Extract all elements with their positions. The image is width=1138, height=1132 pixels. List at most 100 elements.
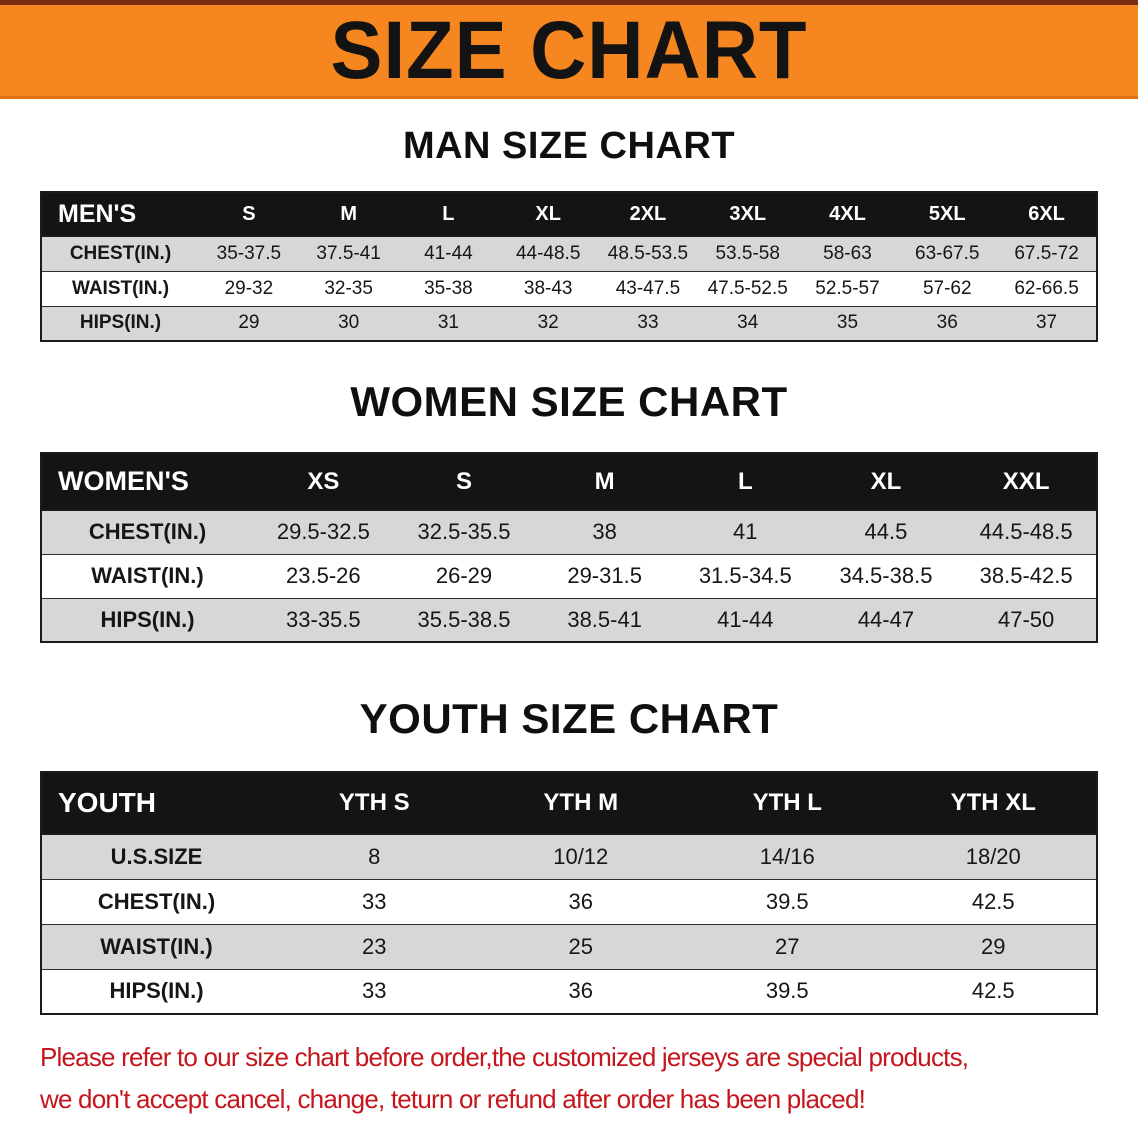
order-notice: Please refer to our size chart before or… [40, 1041, 1098, 1117]
size-value: 48.5-53.5 [607, 242, 689, 264]
size-column-header: 4XL [797, 192, 898, 236]
size-value: 23.5-26 [286, 563, 361, 588]
size-value: 47.5-52.5 [707, 277, 788, 299]
women-size-table-container: WOMEN'S XS S M L XL XXL CHEST(IN.) 29.5-32.5 32.5… [40, 452, 1098, 643]
row-label: U.S.SIZE [110, 843, 203, 869]
table-row: HIPS(IN.) 33 36 39.5 42.5 [41, 969, 1097, 1014]
size-value: 14/16 [759, 843, 815, 869]
header-row: WOMEN'S XS S M L XL XXL [41, 453, 1097, 510]
size-value: 44-47 [857, 606, 915, 632]
size-column-header: 3XL [697, 192, 798, 236]
row-label: HIPS(IN.) [79, 312, 162, 334]
size-column-header: 6XL [997, 192, 1097, 236]
size-value: 44.5-48.5 [979, 519, 1073, 545]
women-size-section: WOMEN SIZE CHART WOMEN'S XS S M L XL XXL CHEST(… [0, 378, 1138, 643]
size-column-header: YTH M [477, 772, 684, 834]
size-column-header: XL [815, 453, 957, 510]
row-label: HIPS(IN.) [109, 978, 204, 1004]
size-value: 38.5-42.5 [979, 563, 1073, 588]
youth-size-section: YOUTH SIZE CHART YOUTH YTH S YTH M YTH L YTH… [0, 695, 1138, 1015]
table-row: HIPS(IN.) 29 30 31 32 33 34 35 36 37 [41, 306, 1097, 341]
size-value: 37 [1035, 312, 1058, 334]
size-column-header: XL [498, 192, 599, 236]
size-value: 25 [568, 933, 593, 959]
row-label: WAIST(IN.) [100, 933, 213, 959]
table-row: CHEST(IN.) 35-37.5 37.5-41 41-44 44-48.5 48.5… [41, 236, 1097, 271]
youth-size-table: YOUTH YTH S YTH M YTH L YTH XL U.S.SIZE 8 10/12… [40, 771, 1098, 1015]
size-value: 63-67.5 [915, 242, 980, 264]
page-title: SIZE CHART [330, 4, 808, 96]
row-label: WAIST(IN.) [71, 277, 170, 299]
size-value: 33 [637, 312, 659, 334]
size-value: 10/12 [553, 843, 609, 869]
title-banner: SIZE CHART [0, 0, 1138, 99]
size-column-header: YTH L [684, 772, 891, 834]
table-row: WAIST(IN.) 29-32 32-35 35-38 38-43 43-47.5 47.… [41, 271, 1097, 306]
size-value: 35.5-38.5 [417, 606, 511, 632]
size-column-header: YTH S [271, 772, 478, 834]
size-column-header: L [674, 453, 816, 510]
size-value: 43-47.5 [615, 277, 681, 299]
youth-section-heading: YOUTH SIZE CHART [359, 695, 779, 742]
men-section-heading: MAN SIZE CHART [402, 125, 736, 167]
men-size-table-container: MEN'S S M L XL 2XL 3XL 4XL 5XL 6XL CHEST(IN.) 35-37… [40, 191, 1098, 342]
row-label: CHEST(IN.) [88, 519, 207, 545]
notice-line-1: Please refer to our size chart before or… [40, 1042, 969, 1072]
size-value: 35 [836, 312, 859, 334]
size-value: 29 [238, 312, 260, 334]
size-value: 67.5-72 [1014, 242, 1079, 264]
size-value: 36 [936, 312, 958, 334]
size-value: 8 [368, 843, 381, 869]
size-value: 38-43 [523, 277, 573, 299]
size-column-header: M [298, 192, 399, 236]
size-value: 33 [362, 888, 387, 914]
size-column-header: S [393, 453, 535, 510]
notice-line-2: we don't accept cancel, change, teturn o… [40, 1083, 866, 1114]
size-value: 33 [362, 978, 387, 1004]
size-column-header: YTH XL [890, 772, 1097, 834]
size-value: 33-35.5 [286, 606, 361, 632]
women-size-table: WOMEN'S XS S M L XL XXL CHEST(IN.) 29.5-32.5 32.5… [40, 452, 1098, 643]
size-value: 38 [592, 519, 617, 545]
table-row: HIPS(IN.) 33-35.5 35.5-38.5 38.5-41 41-44 44-… [41, 598, 1097, 642]
table-header: WOMEN'S XS S M L XL XXL [41, 453, 1097, 510]
size-value: 29.5-32.5 [276, 519, 370, 545]
size-value: 23 [362, 933, 387, 959]
men-size-table: MEN'S S M L XL 2XL 3XL 4XL 5XL 6XL CHEST(IN.) 35-37… [40, 191, 1098, 342]
size-value: 32.5-35.5 [417, 519, 511, 545]
table-group-label: WOMEN'S [41, 453, 253, 510]
row-label: CHEST(IN.) [69, 242, 172, 264]
size-value: 42.5 [971, 888, 1015, 914]
size-value: 41-44 [424, 242, 473, 264]
size-value: 34.5-38.5 [839, 563, 933, 588]
women-section-heading: WOMEN SIZE CHART [350, 378, 788, 425]
size-column-header: M [534, 453, 675, 510]
size-value: 29 [981, 933, 1006, 959]
size-value: 29-31.5 [567, 563, 642, 588]
size-value: 34 [737, 312, 759, 334]
size-value: 31.5-34.5 [698, 563, 792, 588]
table-group-label: YOUTH [41, 772, 271, 834]
size-column-header: XS [253, 453, 394, 510]
size-value: 30 [338, 312, 360, 334]
table-row: WAIST(IN.) 23.5-26 26-29 29-31.5 31.5-34.5 34… [41, 554, 1097, 598]
table-body: CHEST(IN.) 29.5-32.5 32.5-35.5 38 41 44.5 44.5… [41, 510, 1097, 642]
size-column-header: S [199, 192, 299, 236]
row-label: CHEST(IN.) [97, 888, 216, 914]
men-size-section: MAN SIZE CHART MEN'S S M L XL 2XL 3XL 4XL 5XL 6XL… [0, 125, 1138, 342]
size-value: 26-29 [435, 563, 493, 588]
size-value: 27 [775, 933, 800, 959]
size-value: 41 [733, 519, 758, 545]
table-group-label: MEN'S [41, 192, 199, 236]
size-column-header: L [398, 192, 499, 236]
row-label: HIPS(IN.) [100, 606, 195, 632]
size-value: 32-35 [324, 277, 373, 299]
size-value: 42.5 [971, 978, 1015, 1004]
size-value: 32 [537, 312, 559, 334]
size-value: 35-38 [424, 277, 473, 299]
header-row: MEN'S S M L XL 2XL 3XL 4XL 5XL 6XL [41, 192, 1097, 236]
size-value: 38.5-41 [567, 606, 642, 632]
size-value: 35-37.5 [216, 242, 282, 264]
header-row: YOUTH YTH S YTH M YTH L YTH XL [41, 772, 1097, 834]
size-value: 39.5 [765, 888, 809, 914]
